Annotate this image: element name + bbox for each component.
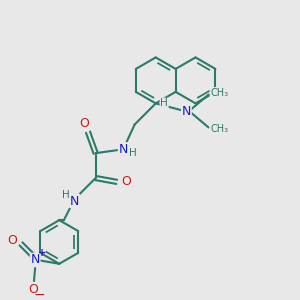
Text: +: + [38,248,46,259]
Text: N: N [118,143,128,156]
Text: N: N [182,104,191,118]
Text: CH₃: CH₃ [210,124,228,134]
Text: CH₃: CH₃ [210,88,228,98]
Text: N: N [31,254,40,266]
Text: O: O [121,176,131,188]
Text: O: O [8,234,17,247]
Text: O: O [28,283,38,296]
Text: N: N [70,194,79,208]
Text: −: − [34,287,46,300]
Text: H: H [62,190,70,200]
Text: O: O [79,117,89,130]
Text: H: H [129,148,136,158]
Text: H: H [160,98,168,108]
